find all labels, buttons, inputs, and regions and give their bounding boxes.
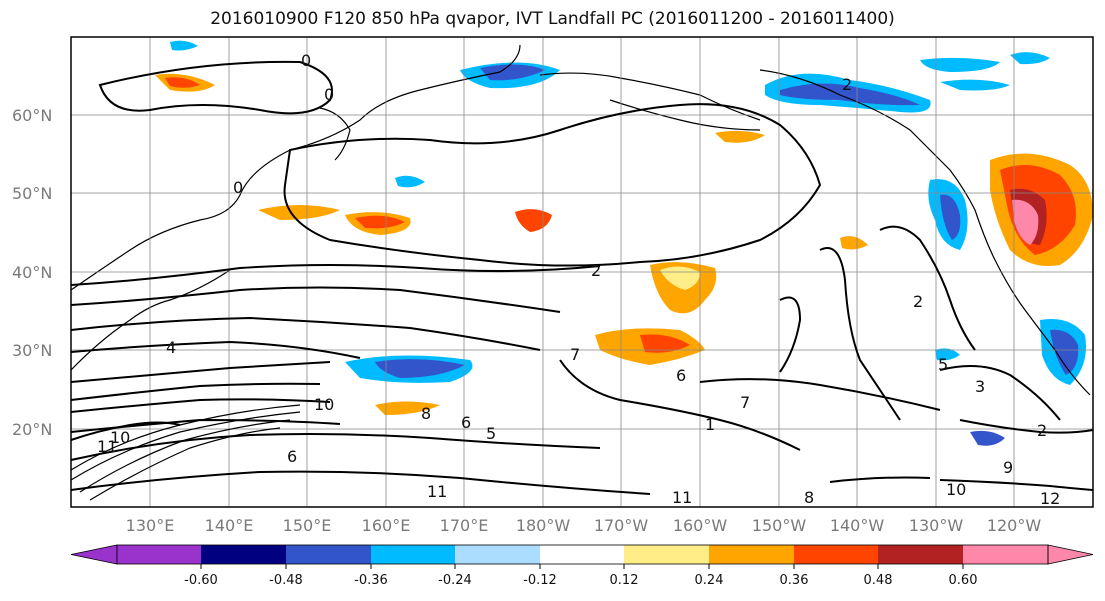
contour-label: 8 xyxy=(804,488,814,507)
lon-label: 140°W xyxy=(830,516,885,535)
colorbar-ticks xyxy=(200,564,964,569)
colorbar-segment xyxy=(201,545,286,564)
map-title: 2016010900 F120 850 hPa qvapor, IVT Land… xyxy=(210,9,895,29)
lat-label: 40°N xyxy=(12,263,52,282)
contour-label: 7 xyxy=(570,345,580,364)
contour-label: 6 xyxy=(287,447,297,466)
shaded-anomalies xyxy=(155,40,1093,446)
contour-label: 0 xyxy=(301,51,311,70)
colorbar-tick-label: 0.24 xyxy=(695,573,724,588)
contour-label: 3 xyxy=(975,377,985,396)
contour-label: 11 xyxy=(672,488,692,507)
colorbar-tick-label: -0.48 xyxy=(269,573,303,588)
lon-label: 130°E xyxy=(126,516,175,535)
colorbar-segment xyxy=(371,545,455,564)
colorbar-tick-label: 0.36 xyxy=(780,573,809,588)
colorbar-segment xyxy=(794,545,878,564)
contour-label: 10 xyxy=(314,395,334,414)
colorbar-segment xyxy=(878,545,963,564)
contour-label: 11 xyxy=(97,437,117,456)
contour-label: 0 xyxy=(233,178,243,197)
lat-label: 60°N xyxy=(12,106,52,125)
colorbar-segment xyxy=(117,545,201,564)
colorbar-segment xyxy=(709,545,794,564)
contour-label: 1 xyxy=(705,415,715,434)
lon-label: 160°E xyxy=(362,516,411,535)
colorbar-outline xyxy=(116,544,1049,565)
colorbar-segment xyxy=(624,545,709,564)
ivt-contours-thin xyxy=(70,404,301,501)
lon-label: 130°W xyxy=(909,516,964,535)
contour-label: 10 xyxy=(946,480,966,499)
lat-label: 50°N xyxy=(12,184,52,203)
contour-label: 11 xyxy=(427,482,447,501)
map-frame xyxy=(70,36,1094,508)
lon-label: 170°W xyxy=(594,516,649,535)
lat-label: 30°N xyxy=(12,341,52,360)
contour-label: 4 xyxy=(166,338,176,357)
colorbar-segment xyxy=(455,545,540,564)
lat-label: 20°N xyxy=(12,420,52,439)
colorbar: -0.60 -0.48 -0.36 -0.24 -0.12 0.12 0.24 … xyxy=(70,544,1094,588)
lon-label: 150°E xyxy=(283,516,332,535)
colorbar-segments xyxy=(70,544,1094,565)
contour-label: 7 xyxy=(740,393,750,412)
colorbar-tick-label: 0.48 xyxy=(864,573,893,588)
colorbar-extension-low xyxy=(70,544,118,565)
contour-label: 12 xyxy=(1040,489,1060,508)
colorbar-tick-label: -0.12 xyxy=(523,573,557,588)
lon-label: 150°W xyxy=(752,516,807,535)
contour-label: 5 xyxy=(938,355,948,374)
colorbar-tick-label: -0.60 xyxy=(184,573,218,588)
colorbar-tick-label: 0.12 xyxy=(610,573,639,588)
contour-label: 2 xyxy=(842,75,852,94)
longitude-labels: 130°E 140°E 150°E 160°E 170°E 180°W 170°… xyxy=(126,516,1042,535)
contour-label: 9 xyxy=(1003,458,1013,477)
contour-label: 6 xyxy=(676,366,686,385)
contour-label: 2 xyxy=(591,261,601,280)
lon-label: 140°E xyxy=(205,516,254,535)
contour-label: 5 xyxy=(486,424,496,443)
colorbar-segment xyxy=(286,545,371,564)
colorbar-segment xyxy=(540,545,624,564)
contour-label: 0 xyxy=(324,85,334,104)
contour-label: 8 xyxy=(421,404,431,423)
colorbar-labels: -0.60 -0.48 -0.36 -0.24 -0.12 0.12 0.24 … xyxy=(184,573,977,588)
lon-label: 160°W xyxy=(673,516,728,535)
gridlines xyxy=(71,37,1093,507)
colorbar-tick-label: -0.36 xyxy=(354,573,388,588)
contour-label: 2 xyxy=(1037,421,1047,440)
colorbar-segment xyxy=(963,545,1048,564)
latitude-labels: 60°N 50°N 40°N 30°N 20°N xyxy=(12,106,52,439)
contour-label: 2 xyxy=(913,292,923,311)
contour-label: 6 xyxy=(461,413,471,432)
lon-label: 180°W xyxy=(516,516,571,535)
lon-label: 170°E xyxy=(440,516,489,535)
colorbar-tick-label: -0.24 xyxy=(438,573,472,588)
contour-labels: 0 0 0 2 2 2 4 5 6 6 7 7 8 8 10 10 10 11 … xyxy=(97,51,1060,508)
lon-label: 120°W xyxy=(987,516,1042,535)
contour-label: 10 xyxy=(110,428,130,447)
colorbar-tick-label: 0.60 xyxy=(949,573,978,588)
colorbar-extension-high xyxy=(1047,544,1094,565)
ivt-contours xyxy=(70,60,1094,495)
